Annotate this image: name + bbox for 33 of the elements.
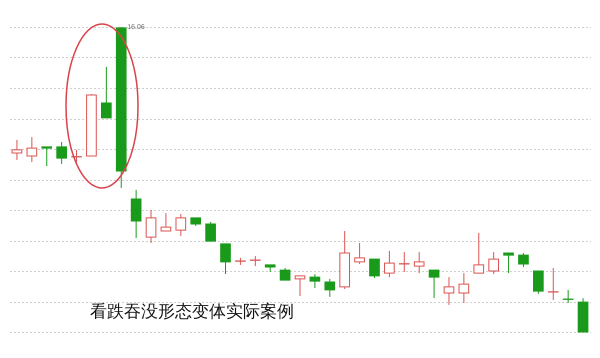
candlestick [56,141,67,164]
candlestick [130,189,142,239]
candlestick [71,149,82,163]
candlestick [324,278,336,298]
candlestick [100,66,112,118]
candlestick [354,242,365,264]
candlestick [398,252,410,272]
candlestick [160,212,172,232]
candlestick [562,289,574,304]
candlestick [533,270,544,294]
candlestick [205,221,216,242]
candlestick [384,250,395,278]
candlestick [220,243,231,275]
candlestick [369,258,380,279]
candlestick [310,274,320,289]
candlestick [12,139,22,160]
candlestick [458,272,470,304]
candlestick [41,146,52,167]
candlestick [250,256,261,267]
candlestick [26,136,38,163]
candlestick [146,210,156,244]
candlestick [428,270,440,299]
candlestick [414,252,425,274]
candlestick [473,232,484,274]
candlestick [503,252,514,274]
candlestick [175,213,186,236]
candlestick [548,267,559,300]
annotation: 看跌吞没形态变体实际案例 [90,301,294,323]
candlestick [294,275,306,297]
candlestick [488,252,500,275]
candlestick [280,267,290,281]
candlestick [444,276,454,306]
candlestick [518,252,529,268]
